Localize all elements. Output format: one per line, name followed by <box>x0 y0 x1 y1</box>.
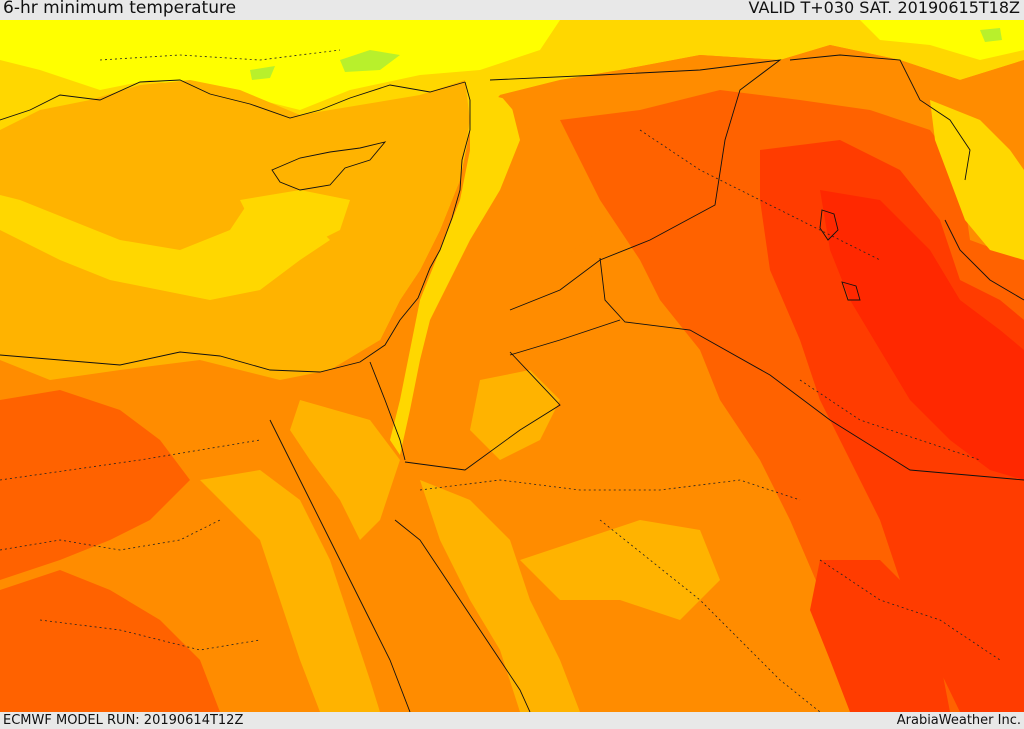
map-title: 6-hr minimum temperature <box>3 0 237 18</box>
lake-1 <box>819 209 839 241</box>
temperature-map[interactable] <box>0 20 1024 712</box>
field-saudi-yellow <box>520 520 720 620</box>
border-jordan-iraq <box>404 351 561 471</box>
province-lines-2 <box>0 439 261 481</box>
field-green-3 <box>980 28 1002 42</box>
lake-2 <box>841 281 861 301</box>
field-egypt-dark-2 <box>0 570 220 712</box>
coastline-gulf <box>944 219 1024 301</box>
field-yellow-bright <box>0 20 560 110</box>
field-green <box>340 50 400 72</box>
border-syria-iraq <box>489 59 782 311</box>
coastline-turkey <box>0 79 466 121</box>
field-sinai-yellow <box>290 400 400 540</box>
coastline-redsea-west <box>269 419 411 712</box>
province-lines-7 <box>99 49 341 61</box>
field-med-yellow-patch-2 <box>240 190 350 250</box>
field-ne-yellow <box>930 100 1024 260</box>
field-jordan-yellow <box>470 370 560 460</box>
coastline-med <box>0 81 471 373</box>
field-levant-yellow <box>390 90 520 455</box>
province-lines-4 <box>599 519 821 712</box>
border-iraq-east <box>789 54 971 181</box>
field-med-yellow-patch <box>0 195 330 300</box>
field-redsea-yellow <box>420 480 580 712</box>
model-run: ECMWF MODEL RUN: 20190614T12Z <box>3 713 244 728</box>
border-iraq-saudi <box>599 257 1024 481</box>
coastline-redsea-east <box>394 519 531 712</box>
field-syria-orange <box>500 45 1024 270</box>
border-jordan-saudi <box>509 319 621 356</box>
credit: ArabiaWeather Inc. <box>896 713 1021 728</box>
field-red-orange <box>760 140 1024 712</box>
province-lines-9 <box>819 559 1001 661</box>
province-lines-8 <box>39 619 261 651</box>
field-egypt-dark <box>0 390 190 580</box>
province-lines-1 <box>0 519 221 551</box>
field-green-2 <box>250 66 275 80</box>
province-lines-3 <box>419 479 801 501</box>
coastline-cyprus <box>271 141 387 191</box>
border-egypt-israel <box>369 361 406 461</box>
field-red-south <box>810 560 950 712</box>
field-red <box>820 190 1024 480</box>
field-egypt-yellow <box>200 470 380 712</box>
valid-time: VALID T+030 SAT. 20190615T18Z <box>748 0 1020 17</box>
province-lines-6 <box>799 379 981 461</box>
